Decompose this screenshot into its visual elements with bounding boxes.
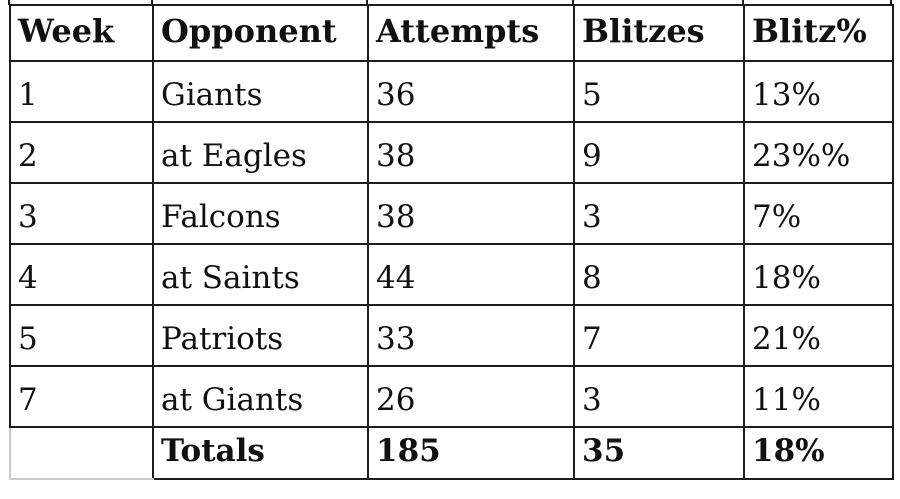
table-row: 5 Patriots 33 7 21% (9, 304, 894, 367)
col-header-blitzes: Blitzes (573, 4, 745, 62)
cell-opponent: Falcons (152, 182, 369, 245)
table-row: 7 at Giants 26 3 11% (9, 365, 894, 428)
header-row: Week Opponent Attempts Blitzes Blitz% (9, 4, 894, 62)
cell-opponent: at Saints (152, 243, 369, 306)
blitz-stats-table: Week Opponent Attempts Blitzes Blitz% 1 … (9, 4, 894, 480)
cell-week: 3 (9, 182, 154, 245)
table-edge-stub (890, 0, 892, 5)
cell-totals-blitz-pct: 18% (743, 426, 894, 480)
cell-totals-label: Totals (152, 426, 369, 480)
table-edge-stub (572, 0, 574, 5)
table-row: 2 at Eagles 38 9 23%% (9, 121, 894, 184)
cell-blitzes: 8 (573, 243, 745, 306)
table-edge-stub (151, 0, 153, 5)
cell-attempts: 33 (367, 304, 575, 367)
cell-week: 1 (9, 60, 154, 123)
cell-blitzes: 3 (573, 365, 745, 428)
cell-attempts: 38 (367, 121, 575, 184)
cell-week: 2 (9, 121, 154, 184)
cell-blitz-pct: 23%% (743, 121, 894, 184)
cell-attempts: 36 (367, 60, 575, 123)
table-edge-stub (742, 0, 744, 5)
table-edge-stub (8, 0, 10, 5)
cell-attempts: 26 (367, 365, 575, 428)
cell-blitzes: 5 (573, 60, 745, 123)
cell-blitzes: 9 (573, 121, 745, 184)
cell-attempts: 38 (367, 182, 575, 245)
cell-totals-attempts: 185 (367, 426, 575, 480)
cell-week-empty (9, 426, 154, 480)
cell-opponent: at Eagles (152, 121, 369, 184)
col-header-week: Week (9, 4, 154, 62)
cell-blitz-pct: 13% (743, 60, 894, 123)
cell-week: 4 (9, 243, 154, 306)
cell-opponent: Giants (152, 60, 369, 123)
cell-blitzes: 7 (573, 304, 745, 367)
col-header-opponent: Opponent (152, 4, 369, 62)
cell-blitz-pct: 7% (743, 182, 894, 245)
cell-week: 7 (9, 365, 154, 428)
col-header-blitz-pct: Blitz% (743, 4, 894, 62)
col-header-attempts: Attempts (367, 4, 575, 62)
table-edge-stub (366, 0, 368, 5)
totals-row: Totals 185 35 18% (9, 426, 894, 480)
cell-blitz-pct: 21% (743, 304, 894, 367)
cell-blitz-pct: 11% (743, 365, 894, 428)
cell-week: 5 (9, 304, 154, 367)
cell-totals-blitzes: 35 (573, 426, 745, 480)
cell-opponent: at Giants (152, 365, 369, 428)
cell-blitzes: 3 (573, 182, 745, 245)
table-row: 3 Falcons 38 3 7% (9, 182, 894, 245)
table-row: 4 at Saints 44 8 18% (9, 243, 894, 306)
table-row: 1 Giants 36 5 13% (9, 60, 894, 123)
cell-attempts: 44 (367, 243, 575, 306)
cell-blitz-pct: 18% (743, 243, 894, 306)
cell-opponent: Patriots (152, 304, 369, 367)
